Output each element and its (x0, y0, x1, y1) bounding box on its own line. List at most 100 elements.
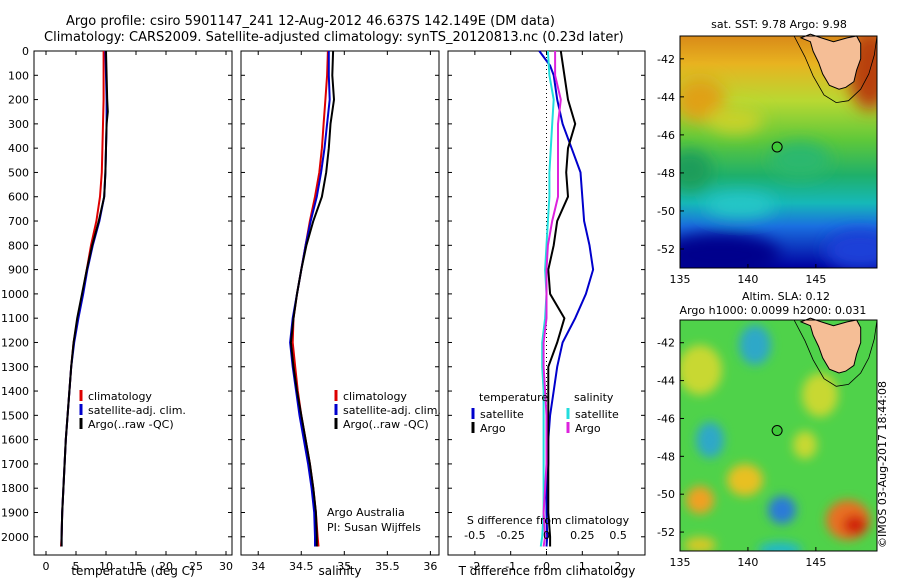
depth-tick-label: 1800 (1, 482, 29, 495)
depth-tick-label: 2000 (1, 531, 29, 544)
lon-tick-label: 145 (805, 273, 826, 286)
sst-map-title: sat. SST: 9.78 Argo: 9.98 (711, 18, 847, 31)
lat-tick-label: -48 (657, 450, 675, 463)
depth-tick-label: 600 (8, 191, 29, 204)
tasmania-land (799, 317, 862, 374)
depth-tick-label: 1100 (1, 312, 29, 325)
legend-entry: Argo(..raw -QC) (343, 418, 429, 431)
salinity-difference-axis-label: S difference from climatology (467, 514, 630, 527)
x-tick-label: 2 (615, 560, 622, 573)
temperature-xlabel: temperature (deg C) (71, 564, 194, 578)
lat-tick-label: -52 (657, 526, 675, 539)
sla-map-title: Altim. SLA: 0.12 (742, 290, 830, 303)
sst-map-panel: sat. SST: 9.78 Argo: 9.98 135 140 145 -42 -4… (657, 18, 878, 286)
depth-tick-label: 800 (8, 239, 29, 252)
depth-tick-label: 1200 (1, 336, 29, 349)
lat-tick-label: -48 (657, 167, 675, 180)
x-tick-label: 34 (251, 560, 265, 573)
series-line (542, 51, 562, 547)
x2-tick-label: -0.25 (496, 529, 524, 542)
figure-title-line2: Climatology: CARS2009. Satellite-adjuste… (44, 30, 624, 45)
salinity-plot-frame (240, 50, 440, 556)
lat-tick-label: -50 (657, 488, 675, 501)
series-line (60, 50, 109, 547)
legend-entry: climatology (343, 390, 407, 403)
lon-tick-label: 145 (805, 556, 826, 569)
x2-tick-label: 0 (543, 529, 550, 542)
x2-tick-label: 0.5 (609, 529, 627, 542)
lat-tick-label: -44 (657, 375, 675, 388)
series-line (547, 50, 577, 547)
legend-entry: satellite-adj. clim. (88, 404, 186, 417)
lon-tick-label: 140 (737, 273, 758, 286)
sla-map-subtitle: Argo h1000: 0.0099 h2000: 0.031 (680, 304, 867, 317)
lat-tick-label: -46 (657, 129, 675, 142)
legend-entry: climatology (88, 390, 152, 403)
legend-group-title: temperature (479, 391, 548, 404)
x-tick-label: 0 (543, 560, 550, 573)
principal-investigator-label: PI: Susan Wijffels (327, 521, 421, 534)
lat-tick-label: -42 (657, 53, 675, 66)
depth-tick-label: 1500 (1, 409, 29, 422)
depth-tick-label: 1700 (1, 458, 29, 471)
depth-tick-label: 1900 (1, 506, 29, 519)
x-tick-label: 35.5 (375, 560, 400, 573)
sst-field (680, 36, 877, 268)
argo-float-marker (771, 425, 783, 437)
x-tick-label: 36 (423, 560, 437, 573)
legend-entry: Argo(..raw -QC) (88, 418, 174, 431)
x-tick-label: 1 (579, 560, 586, 573)
depth-tick-label: 1300 (1, 361, 29, 374)
lon-tick-label: 135 (670, 556, 691, 569)
series-line (289, 50, 336, 547)
sla-map-land (793, 317, 878, 387)
x-tick-label: 5 (73, 560, 80, 573)
legend-entry: Argo (575, 422, 601, 435)
temperature-plot-frame (33, 50, 233, 556)
depth-tick-label: 900 (8, 264, 29, 277)
x-tick-label: 10 (99, 560, 113, 573)
legend-group-title: salinity (574, 391, 614, 404)
temperature-difference-axis-label: T difference from climatology (458, 564, 636, 578)
lon-tick-label: 140 (737, 556, 758, 569)
depth-tick-label: 500 (8, 166, 29, 179)
argo-australia-label: Argo Australia (327, 506, 405, 519)
sla-map-frame (679, 319, 878, 552)
depth-tick-label: 0 (22, 45, 29, 58)
depth-tick-label: 300 (8, 118, 29, 131)
depth-tick-label: 100 (8, 69, 29, 82)
depth-tick-label: 700 (8, 215, 29, 228)
x-tick-label: 34.5 (289, 560, 314, 573)
sla-map-panel: Altim. SLA: 0.12 Argo h1000: 0.0099 h200… (657, 290, 878, 569)
salinity-xlabel: salinity (318, 564, 361, 578)
x-tick-label: -1 (505, 560, 516, 573)
depth-tick-label: 1000 (1, 288, 29, 301)
x-tick-label: 30 (219, 560, 233, 573)
legend-entry: satellite-adj. clim. (343, 404, 441, 417)
x-tick-label: 15 (129, 560, 143, 573)
tasmania-land (799, 33, 862, 90)
lon-tick-label: 135 (670, 273, 691, 286)
sst-map-land (793, 33, 878, 104)
sst-map-frame (679, 35, 878, 269)
shelf-contour (793, 35, 878, 104)
lat-tick-label: -50 (657, 205, 675, 218)
difference-panel: -2 -1 0 1 2 -0.5 -0.25 0 0.25 0.5 S difference f… (447, 50, 646, 578)
lat-tick-label: -42 (657, 337, 675, 350)
argo-float-marker (771, 141, 783, 153)
x-tick-label: -2 (469, 560, 480, 573)
x2-tick-label: -0.5 (464, 529, 485, 542)
lat-tick-label: -52 (657, 243, 675, 256)
depth-tick-label: 1400 (1, 385, 29, 398)
temperature-panel: 0100200300400500600700800900100011001200… (1, 45, 233, 578)
depth-tick-label: 400 (8, 142, 29, 155)
x-tick-label: 35 (337, 560, 351, 573)
x-tick-label: 0 (43, 560, 50, 573)
legend-entry: Argo (480, 422, 506, 435)
shelf-contour (793, 319, 878, 387)
lat-tick-label: -44 (657, 91, 675, 104)
legend-entry: satellite (480, 408, 524, 421)
depth-tick-label: 1600 (1, 434, 29, 447)
salinity-panel: 34 34.5 35 35.5 36 salinity climatologysatel… (240, 50, 441, 578)
